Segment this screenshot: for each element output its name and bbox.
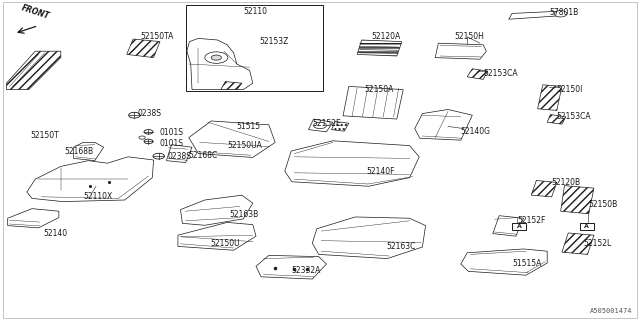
Polygon shape bbox=[343, 86, 403, 119]
Polygon shape bbox=[27, 157, 154, 202]
Polygon shape bbox=[538, 85, 562, 110]
Polygon shape bbox=[312, 217, 426, 259]
Text: 52110: 52110 bbox=[243, 7, 268, 16]
Circle shape bbox=[139, 136, 145, 139]
Polygon shape bbox=[531, 180, 557, 197]
Polygon shape bbox=[493, 216, 524, 236]
Polygon shape bbox=[332, 122, 349, 131]
Text: 52150I: 52150I bbox=[557, 85, 583, 94]
Text: 52140F: 52140F bbox=[366, 167, 395, 176]
Text: A505001474: A505001474 bbox=[590, 308, 632, 314]
Text: 52332A: 52332A bbox=[292, 266, 321, 275]
Polygon shape bbox=[189, 121, 275, 157]
Text: 52140: 52140 bbox=[44, 229, 68, 238]
Text: 52152F: 52152F bbox=[517, 216, 545, 225]
Text: 52120B: 52120B bbox=[552, 178, 581, 187]
Polygon shape bbox=[256, 255, 326, 279]
Circle shape bbox=[144, 139, 153, 144]
Text: 52150T: 52150T bbox=[31, 132, 60, 140]
Bar bbox=[580, 223, 594, 230]
Text: 52168C: 52168C bbox=[189, 151, 218, 160]
Polygon shape bbox=[285, 141, 419, 186]
Text: 52152E: 52152E bbox=[312, 119, 341, 128]
Text: 52150A: 52150A bbox=[365, 85, 394, 94]
Text: 52153Z: 52153Z bbox=[259, 37, 289, 46]
Circle shape bbox=[205, 52, 228, 63]
Polygon shape bbox=[561, 186, 594, 214]
Polygon shape bbox=[166, 145, 192, 163]
Polygon shape bbox=[308, 119, 333, 132]
Text: 52150B: 52150B bbox=[589, 200, 618, 209]
Text: 52150H: 52150H bbox=[454, 32, 484, 41]
Text: 52152L: 52152L bbox=[584, 239, 612, 248]
Bar bbox=[186, 5, 323, 91]
Text: 0238S: 0238S bbox=[138, 109, 161, 118]
Circle shape bbox=[129, 112, 140, 118]
Circle shape bbox=[314, 122, 326, 129]
Circle shape bbox=[153, 153, 164, 159]
Circle shape bbox=[144, 130, 153, 134]
Polygon shape bbox=[178, 222, 256, 250]
Text: 51515: 51515 bbox=[237, 122, 261, 131]
Polygon shape bbox=[127, 39, 160, 58]
Text: 52110X: 52110X bbox=[83, 192, 113, 201]
Circle shape bbox=[554, 11, 567, 17]
Text: 52153CA: 52153CA bbox=[484, 69, 518, 78]
Polygon shape bbox=[435, 43, 486, 59]
Circle shape bbox=[211, 55, 221, 60]
Polygon shape bbox=[547, 115, 566, 124]
Polygon shape bbox=[74, 142, 104, 161]
Text: 52168B: 52168B bbox=[64, 148, 93, 156]
Text: A: A bbox=[516, 224, 522, 229]
Text: A: A bbox=[584, 224, 589, 229]
Bar bbox=[512, 223, 526, 230]
Polygon shape bbox=[227, 126, 246, 136]
Text: 52120A: 52120A bbox=[371, 32, 401, 41]
Text: 0238S: 0238S bbox=[168, 152, 192, 161]
Polygon shape bbox=[221, 82, 242, 90]
Text: FRONT: FRONT bbox=[20, 3, 51, 21]
Polygon shape bbox=[8, 209, 59, 228]
Polygon shape bbox=[461, 249, 547, 275]
Text: 57801B: 57801B bbox=[549, 8, 579, 17]
Text: 52153CA: 52153CA bbox=[557, 112, 591, 121]
Polygon shape bbox=[509, 11, 560, 19]
Polygon shape bbox=[6, 51, 61, 90]
Text: 52150UA: 52150UA bbox=[227, 141, 262, 150]
Text: 51515A: 51515A bbox=[512, 260, 541, 268]
Polygon shape bbox=[187, 38, 253, 90]
Text: 52140G: 52140G bbox=[461, 127, 491, 136]
Polygon shape bbox=[415, 109, 472, 140]
Text: 52150U: 52150U bbox=[210, 239, 239, 248]
Text: 52163C: 52163C bbox=[387, 242, 416, 251]
Polygon shape bbox=[180, 195, 253, 225]
Text: 0101S: 0101S bbox=[160, 140, 184, 148]
Polygon shape bbox=[467, 69, 488, 79]
Text: 52163B: 52163B bbox=[229, 210, 259, 219]
Text: 0101S: 0101S bbox=[160, 128, 184, 137]
Polygon shape bbox=[562, 233, 594, 254]
Polygon shape bbox=[357, 40, 402, 56]
Text: 52150TA: 52150TA bbox=[141, 32, 174, 41]
